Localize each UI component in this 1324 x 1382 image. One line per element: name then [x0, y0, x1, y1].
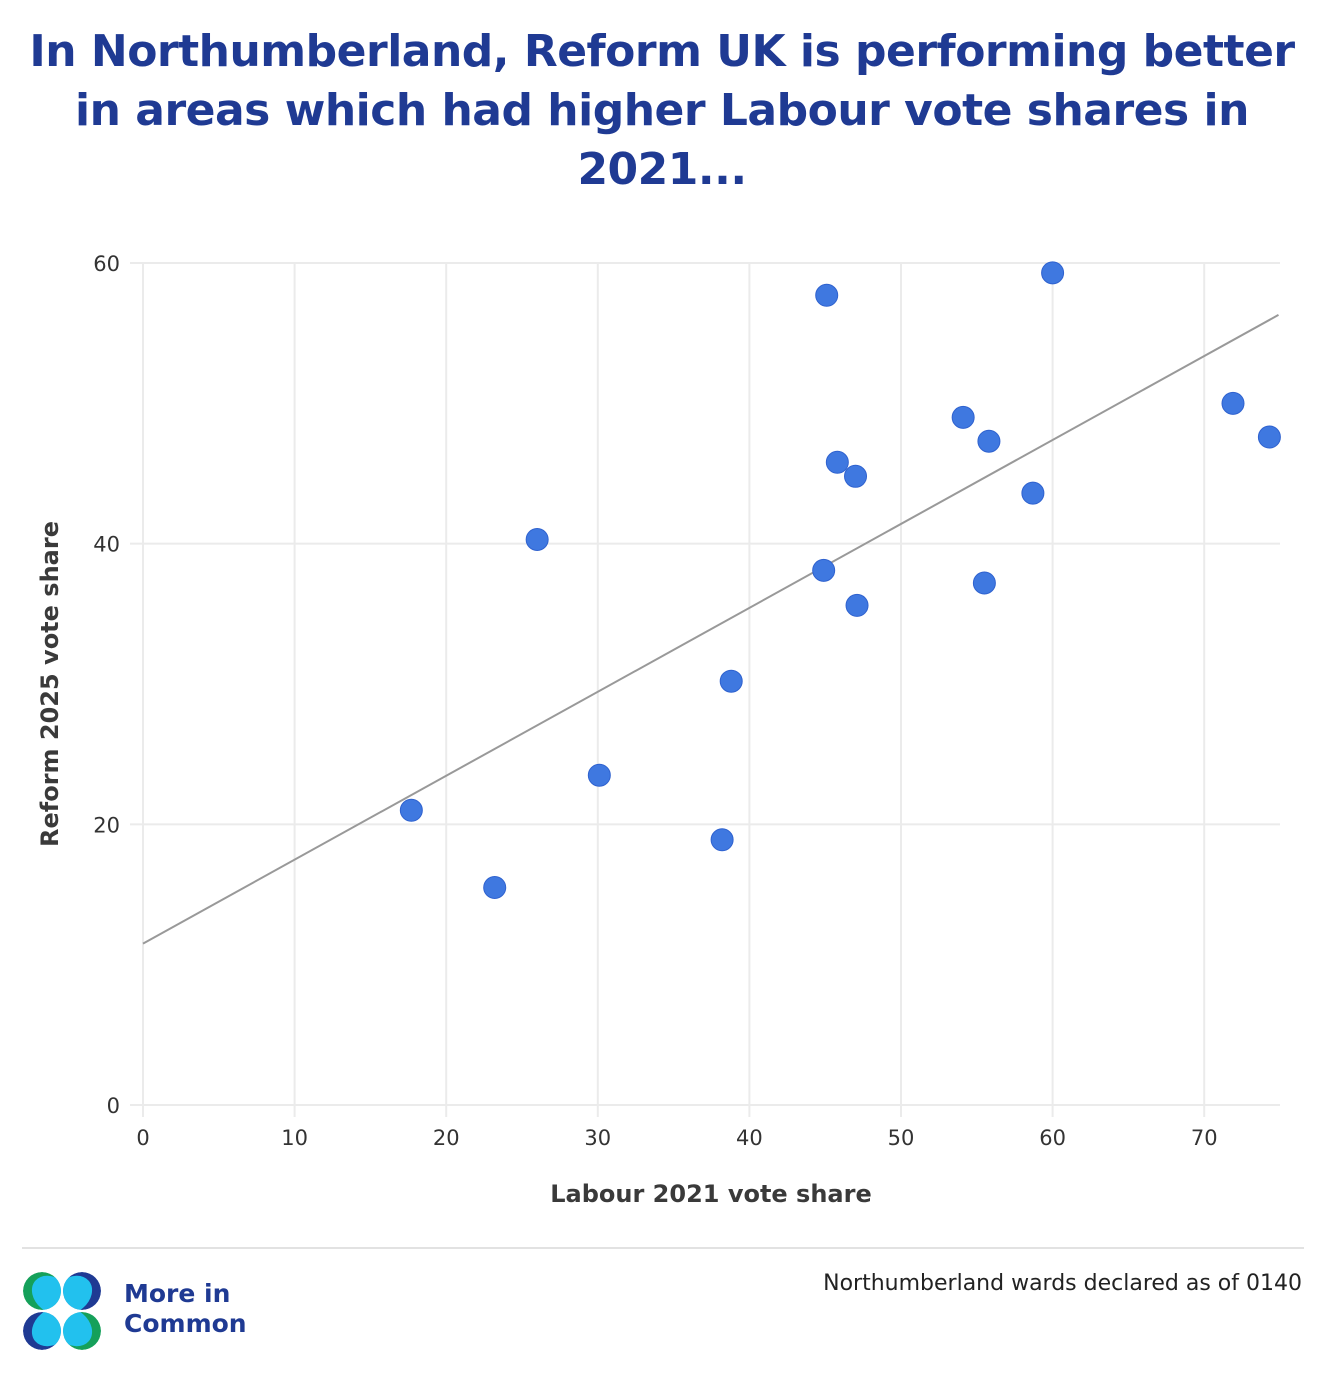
data-point [399, 798, 423, 822]
x-tick-label: 40 [736, 1126, 763, 1150]
data-point [525, 527, 549, 551]
logo-circle-top-left [23, 1272, 61, 1310]
data-point [1221, 391, 1245, 415]
x-tick-label: 50 [888, 1126, 915, 1150]
data-point [977, 429, 1001, 453]
source-note: Northumberland wards declared as of 0140 [823, 1271, 1302, 1296]
x-tick-label: 20 [433, 1126, 460, 1150]
data-point [845, 593, 869, 617]
data-point [483, 875, 507, 899]
data-point [844, 464, 868, 488]
data-point [1021, 481, 1045, 505]
logo-circle-top-right [63, 1272, 101, 1310]
data-point [1257, 425, 1281, 449]
more-in-common-logo-icon [23, 1272, 101, 1350]
data-point [710, 828, 734, 852]
y-axis-title: Reform 2025 vote share [36, 521, 64, 847]
data-point [1041, 261, 1065, 285]
y-tick-label: 20 [93, 813, 120, 837]
y-tick-label: 40 [93, 533, 120, 557]
data-point [587, 763, 611, 787]
y-axis-ticks: 0 20 40 60 [93, 252, 120, 1118]
scatter-chart: 0 20 40 60 0 10 20 30 40 50 60 70 Labour 2021 vote… [36, 252, 1281, 1208]
data-point [719, 669, 743, 693]
x-tick-label: 60 [1039, 1126, 1066, 1150]
chart-title: In Northumberland, Reform UK is performi… [29, 26, 1295, 195]
x-tick-label: 10 [281, 1126, 308, 1150]
logo-circle-bottom-right [63, 1312, 101, 1350]
gridlines [130, 262, 1280, 1117]
y-tick-label: 0 [107, 1094, 120, 1118]
brand-line-1: More in [124, 1279, 231, 1308]
x-axis-title: Labour 2021 vote share [550, 1180, 872, 1208]
data-point [972, 571, 996, 595]
y-tick-label: 60 [93, 252, 120, 276]
data-points [399, 261, 1281, 899]
x-axis-ticks: 0 10 20 30 40 50 60 70 [136, 1126, 1217, 1150]
logo-circle-bottom-left [23, 1312, 61, 1350]
trend-line [142, 314, 1279, 945]
x-tick-label: 0 [136, 1126, 149, 1150]
data-point [951, 405, 975, 429]
brand-name: More in Common [124, 1279, 247, 1339]
footer-divider [22, 1247, 1304, 1249]
data-point [812, 558, 836, 582]
brand-line-2: Common [124, 1309, 247, 1338]
x-tick-label: 30 [584, 1126, 611, 1150]
data-point [825, 450, 849, 474]
data-point [815, 283, 839, 307]
x-tick-label: 70 [1191, 1126, 1218, 1150]
